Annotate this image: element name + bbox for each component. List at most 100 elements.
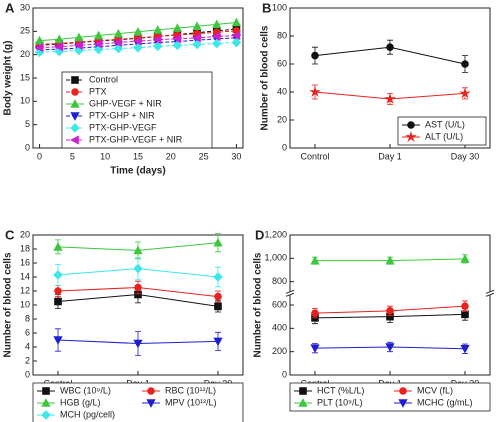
legend-label: ALT (U/L)	[425, 131, 463, 141]
data-point	[53, 242, 63, 251]
data-point	[93, 44, 104, 55]
data-point	[309, 85, 321, 97]
plot-frame	[32, 234, 244, 376]
plot-frame	[289, 234, 491, 376]
y-tick-label: 0	[25, 369, 30, 379]
data-point	[192, 33, 201, 43]
data-point	[213, 272, 223, 282]
data-point	[172, 23, 183, 32]
y-tick-label: 25	[20, 26, 30, 36]
y-tick-label: 30	[20, 2, 30, 12]
y-axis-label: Body weight (g)	[3, 41, 14, 116]
legend-marker	[41, 398, 51, 407]
data-point	[460, 254, 470, 263]
y-tick-label: 20	[20, 229, 30, 239]
data-point	[459, 87, 471, 99]
data-point	[133, 26, 143, 36]
legend-box	[61, 71, 213, 149]
data-point	[192, 39, 202, 50]
legend-marker	[70, 135, 79, 145]
y-tick-label: 200	[272, 346, 287, 356]
data-point	[133, 36, 142, 46]
y-tick-label: 0	[282, 142, 287, 152]
y-tick-label: 600	[272, 299, 287, 309]
legend-marker	[405, 130, 417, 142]
data-point	[213, 237, 223, 247]
y-tick-label: 800	[272, 276, 287, 286]
data-point	[213, 337, 223, 347]
x-tick-label: 15	[133, 151, 143, 161]
legend-marker	[299, 387, 307, 395]
legend-label: Control	[89, 74, 118, 84]
legend-marker	[146, 399, 156, 408]
y-tick-label: 20	[277, 114, 287, 124]
y-axis-label: Number of blood cells	[260, 25, 271, 130]
data-point	[34, 35, 45, 45]
data-point	[461, 310, 469, 319]
y-tick-label: 12	[20, 285, 30, 295]
x-tick-label: 20	[166, 151, 176, 161]
data-point	[93, 39, 103, 49]
y-tick-label: 18	[20, 243, 30, 253]
legend-marker	[298, 398, 308, 407]
legend-label: PTX-GHP + NIR	[89, 110, 155, 120]
legend-label: MCHC (g/mL)	[417, 397, 473, 407]
legend-marker	[398, 399, 408, 408]
legend-marker	[399, 387, 407, 395]
y-tick-label: 100	[272, 2, 287, 12]
y-tick-label: 15	[20, 72, 30, 82]
legend-marker	[407, 121, 415, 129]
legend-marker	[42, 387, 50, 395]
panel-label: C	[5, 227, 15, 242]
data-point	[53, 336, 63, 345]
y-tick-label: 1,000	[264, 253, 287, 263]
data-point	[231, 17, 242, 27]
data-point	[133, 339, 143, 349]
y-tick-label: 80	[277, 30, 287, 40]
y-tick-label: 1,200	[264, 229, 287, 239]
data-point	[386, 43, 394, 52]
x-tick-label: Control	[300, 151, 329, 161]
data-point	[34, 43, 44, 53]
y-tick-label: 4	[25, 341, 30, 351]
legend-label: HCT (%L/L)	[317, 385, 364, 395]
data-point	[54, 34, 64, 44]
data-point	[192, 21, 202, 30]
y-tick-label: 6	[25, 327, 30, 337]
data-point	[231, 37, 242, 48]
data-point	[133, 263, 143, 274]
data-point	[133, 245, 143, 255]
y-tick-label: 400	[272, 323, 287, 333]
data-point	[212, 19, 222, 29]
data-point	[54, 42, 64, 52]
data-point	[113, 37, 123, 48]
y-tick-label: 5	[25, 119, 30, 129]
x-tick-label: 25	[199, 151, 209, 161]
y-axis-label: Number of blood cells	[3, 252, 14, 357]
data-point	[385, 255, 395, 265]
axis-break-gap	[486, 291, 494, 296]
panel-label: B	[262, 0, 271, 15]
legend-label: MCH (pg/cell)	[60, 409, 115, 419]
y-tick-label: 8	[25, 313, 30, 323]
legend-label: HGB (g/L)	[60, 397, 101, 407]
legend-label: PTX	[89, 86, 107, 96]
axis-break	[485, 289, 495, 294]
data-point	[133, 42, 143, 53]
data-point	[113, 28, 123, 38]
data-point	[172, 34, 182, 44]
data-point	[214, 292, 222, 301]
legend-label: GHP-VEGF + NIR	[89, 98, 162, 108]
x-tick-label: 5	[70, 151, 75, 161]
legend-label: PLT (10⁹/L)	[317, 397, 363, 407]
y-tick-label: 10	[20, 96, 30, 106]
data-point	[134, 283, 142, 292]
y-tick-label: 0	[282, 369, 287, 379]
legend-label: PTX-GHP-VEGF + NIR	[89, 134, 183, 144]
y-tick-label: 10	[20, 299, 30, 309]
legend-marker	[70, 99, 80, 108]
x-tick-label: 10	[100, 151, 110, 161]
data-point	[113, 43, 124, 54]
data-point	[152, 41, 163, 52]
